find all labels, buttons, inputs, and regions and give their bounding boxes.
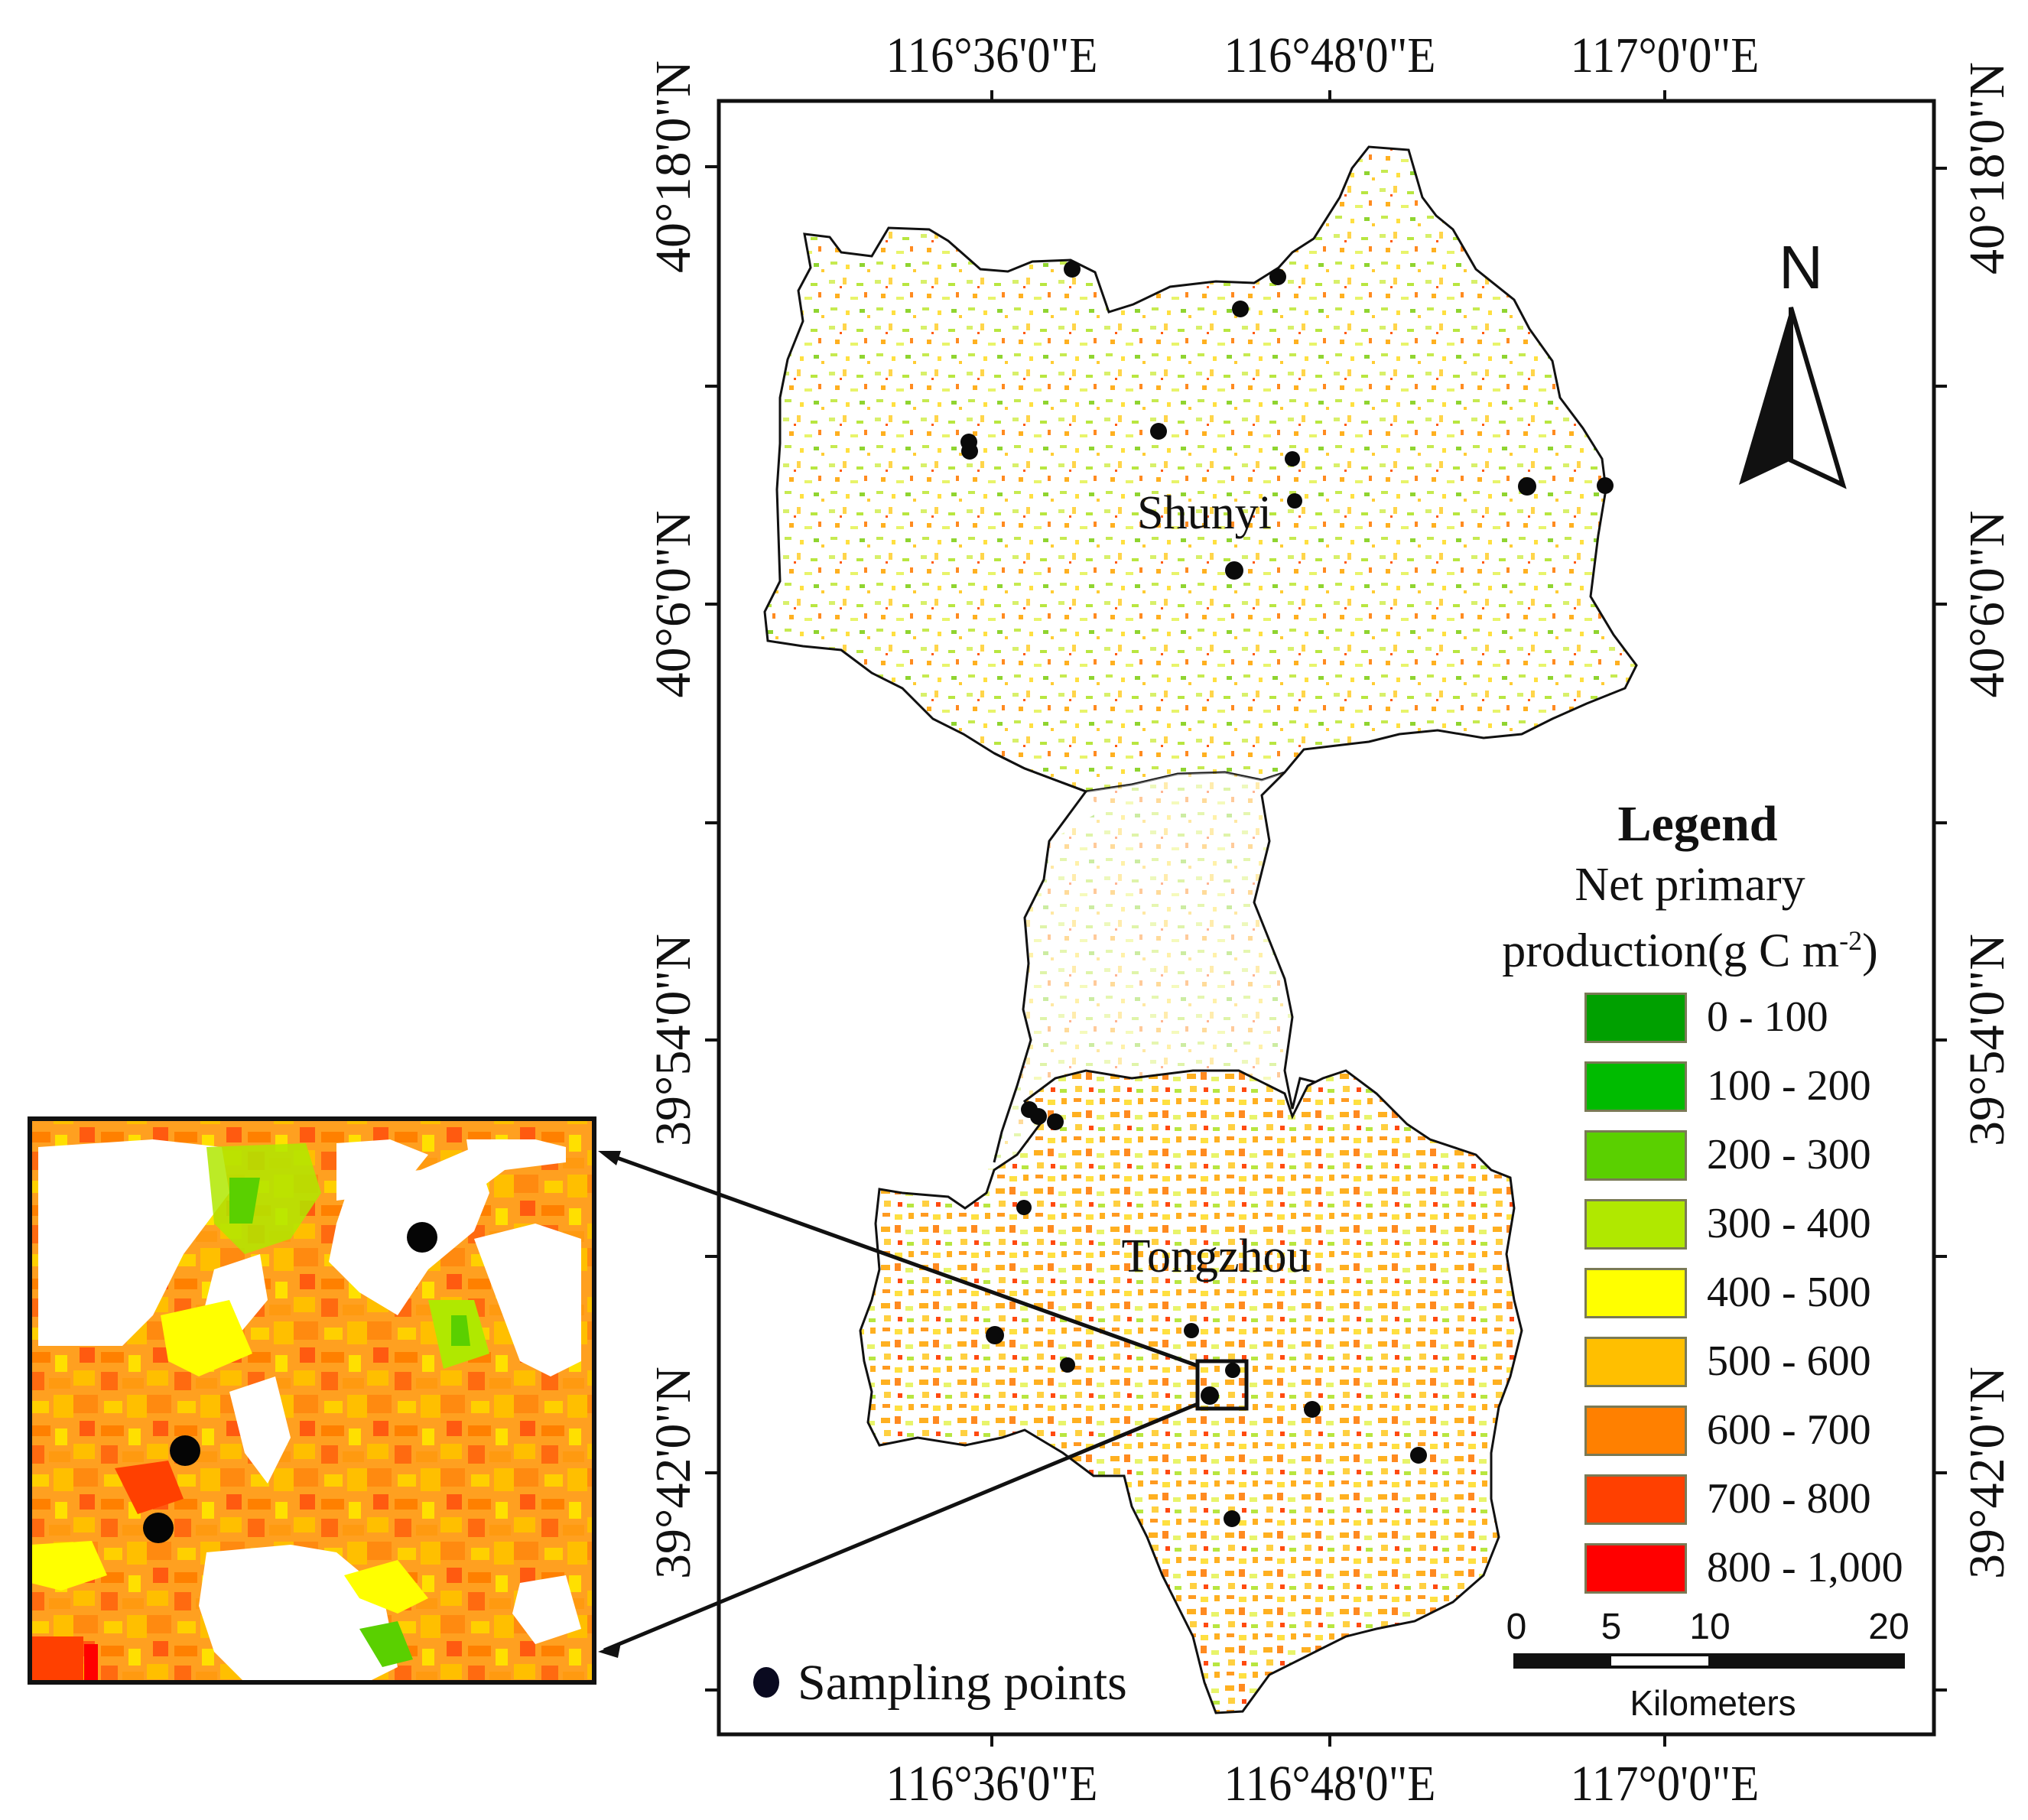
arrowhead-top-icon <box>598 1151 621 1165</box>
sampling-points-main <box>960 261 1614 1527</box>
scale-tick-label: 10 <box>1689 1607 1731 1647</box>
central-strip-border-east <box>1253 771 1347 1110</box>
bottom-ticks <box>990 1734 1666 1747</box>
legend-item-label: 700 - 800 <box>1707 1475 1871 1523</box>
scale-bar <box>1513 1653 1905 1669</box>
legend-title: Legend <box>1617 796 1778 852</box>
legend-item-200-300: 200 - 300 <box>1584 1130 2028 1184</box>
legend-swatch <box>1584 1474 1687 1525</box>
legend-item-label: 600 - 700 <box>1707 1406 1871 1454</box>
bottom-axis-label: 117°0'0"E <box>1570 1756 1760 1812</box>
legend-item-400-500: 400 - 500 <box>1584 1268 2028 1321</box>
right-axis-label: 40°18'0"N <box>1959 62 2015 275</box>
sampling-points-label: Sampling points <box>798 1655 1127 1711</box>
inset-sampling-point <box>143 1513 174 1543</box>
legend-swatch <box>1584 1337 1687 1387</box>
inset-sampling-point <box>170 1435 200 1466</box>
legend-swatch <box>1584 1406 1687 1456</box>
legend-item-label: 300 - 400 <box>1707 1200 1871 1247</box>
scale-tick-label: 0 <box>1506 1607 1527 1647</box>
left-axis-label: 40°6'0"N <box>645 510 701 698</box>
legend-item-label: 800 - 1,000 <box>1707 1544 1903 1591</box>
bottom-axis-label: 116°48'0"E <box>1224 1756 1436 1812</box>
sampling-point-icon <box>753 1667 779 1698</box>
shunyi-district-shape <box>763 145 1638 793</box>
legend-swatch <box>1584 1199 1687 1250</box>
legend-item-label: 200 - 300 <box>1707 1131 1871 1178</box>
inset-panel <box>28 1116 596 1685</box>
legend-item-label: 0 - 100 <box>1707 993 1828 1041</box>
right-axis-label: 40°6'0"N <box>1959 510 2015 698</box>
legend-item-label: 500 - 600 <box>1707 1337 1871 1385</box>
tongzhou-district-shape <box>859 1069 1523 1714</box>
legend-swatch <box>1584 1061 1687 1112</box>
legend-subtitle-line2: production(g C m-2) <box>1392 927 1988 975</box>
legend-item-100-200: 100 - 200 <box>1584 1061 2028 1115</box>
legend-unit-superscript: -2 <box>1839 925 1863 956</box>
top-axis-label: 116°48'0"E <box>1224 28 1436 83</box>
legend-item-0-100: 0 - 100 <box>1584 993 2028 1046</box>
legend-item-300-400: 300 - 400 <box>1584 1199 2028 1253</box>
scale-tick-label: 5 <box>1601 1607 1622 1647</box>
legend-swatch <box>1584 1268 1687 1318</box>
top-ticks <box>990 90 1666 101</box>
legend-item-600-700: 600 - 700 <box>1584 1406 2028 1459</box>
legend-item-label: 100 - 200 <box>1707 1062 1871 1110</box>
scale-unit-label: Kilometers <box>1630 1683 1796 1723</box>
scale-tick-label: 20 <box>1868 1607 1909 1647</box>
north-label: N <box>1779 233 1823 301</box>
left-axis-label: 39°54'0"N <box>645 934 701 1146</box>
right-ticks <box>1934 167 1947 1692</box>
top-axis-label: 117°0'0"E <box>1570 28 1760 83</box>
legend-unit-text: production(g C m <box>1502 925 1840 977</box>
legend-swatch <box>1584 1130 1687 1181</box>
legend-item-500-600: 500 - 600 <box>1584 1337 2028 1390</box>
legend-item-800-1000: 800 - 1,000 <box>1584 1543 2028 1597</box>
callout-line-bottom <box>603 1402 1198 1653</box>
central-strip-shape <box>986 753 1300 1170</box>
region-label-tongzhou: Tongzhou <box>1121 1230 1311 1282</box>
legend-unit-close: ) <box>1862 925 1878 977</box>
legend-subtitle-line1: Net primary <box>1575 859 1805 911</box>
legend-item-label: 400 - 500 <box>1707 1269 1871 1316</box>
left-axis-label: 39°42'0"N <box>645 1367 701 1579</box>
top-axis-label: 116°36'0"E <box>886 28 1098 83</box>
inset-locator-box <box>1195 1359 1249 1411</box>
central-strip-border <box>993 752 1088 1163</box>
left-ticks <box>705 165 719 1692</box>
region-label-shunyi: Shunyi <box>1137 487 1272 539</box>
left-axis-label: 40°18'0"N <box>645 60 701 273</box>
legend-swatch <box>1584 993 1687 1043</box>
legend-swatch <box>1584 1543 1687 1594</box>
bottom-axis-label: 116°36'0"E <box>886 1756 1098 1812</box>
arrowhead-bottom-icon <box>598 1643 621 1658</box>
callout-line-top <box>603 1151 1198 1368</box>
inset-sampling-point <box>407 1222 437 1253</box>
legend-item-700-800: 700 - 800 <box>1584 1474 2028 1528</box>
north-arrow-icon <box>1739 307 1847 489</box>
